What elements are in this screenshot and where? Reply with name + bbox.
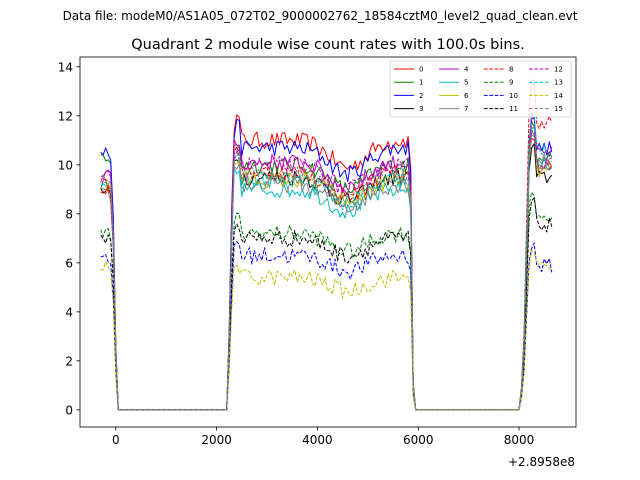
series-line-15 bbox=[100, 135, 553, 411]
legend-label-3: 3 bbox=[419, 105, 423, 113]
series-line-0 bbox=[100, 114, 553, 411]
legend-box bbox=[389, 60, 572, 118]
series-line-14 bbox=[100, 249, 553, 411]
x-tick-label: 4000 bbox=[302, 433, 333, 447]
legend-label-0: 0 bbox=[419, 66, 423, 74]
x-tick-label: 6000 bbox=[403, 433, 434, 447]
legend-label-9: 9 bbox=[509, 79, 513, 87]
y-tick-label: 8 bbox=[65, 207, 73, 221]
series-line-2 bbox=[100, 116, 553, 411]
legend-label-4: 4 bbox=[464, 66, 469, 74]
y-tick-label: 6 bbox=[65, 256, 73, 270]
legend-label-10: 10 bbox=[509, 92, 518, 100]
axes-frame bbox=[79, 56, 577, 428]
y-tick-label: 4 bbox=[65, 305, 73, 319]
legend-label-12: 12 bbox=[554, 66, 563, 74]
series-line-5 bbox=[100, 128, 553, 411]
series-line-8 bbox=[100, 79, 553, 411]
suptitle: Data file: modeM0/AS1A05_072T02_90000027… bbox=[63, 9, 578, 23]
legend-label-15: 15 bbox=[554, 105, 563, 113]
legend-label-7: 7 bbox=[464, 105, 468, 113]
legend-label-5: 5 bbox=[464, 79, 468, 87]
x-tick-label: 2000 bbox=[201, 433, 232, 447]
y-tick-label: 14 bbox=[58, 60, 73, 74]
x-tick-label: 8000 bbox=[504, 433, 535, 447]
legend-label-6: 6 bbox=[464, 92, 469, 100]
x-tick-label: 0 bbox=[112, 433, 120, 447]
x-offset-text: +2.8958e8 bbox=[508, 455, 575, 469]
series-line-13 bbox=[100, 113, 553, 411]
series-line-10 bbox=[100, 241, 553, 411]
series-line-9 bbox=[100, 191, 553, 411]
y-tick-label: 12 bbox=[58, 109, 73, 123]
legend-label-13: 13 bbox=[554, 79, 563, 87]
legend-label-11: 11 bbox=[509, 105, 518, 113]
series-line-12 bbox=[100, 132, 553, 411]
y-tick-label: 10 bbox=[58, 158, 73, 172]
y-tick-label: 0 bbox=[65, 403, 73, 417]
y-tick-label: 2 bbox=[65, 354, 73, 368]
legend-label-8: 8 bbox=[509, 66, 513, 74]
series-line-4 bbox=[100, 112, 553, 411]
legend-label-2: 2 bbox=[419, 92, 423, 100]
chart-title: Quadrant 2 module wise count rates with … bbox=[131, 37, 525, 53]
series-line-11 bbox=[100, 197, 553, 411]
series-line-7 bbox=[100, 126, 552, 411]
legend-label-14: 14 bbox=[554, 92, 563, 100]
legend-label-1: 1 bbox=[419, 79, 423, 87]
